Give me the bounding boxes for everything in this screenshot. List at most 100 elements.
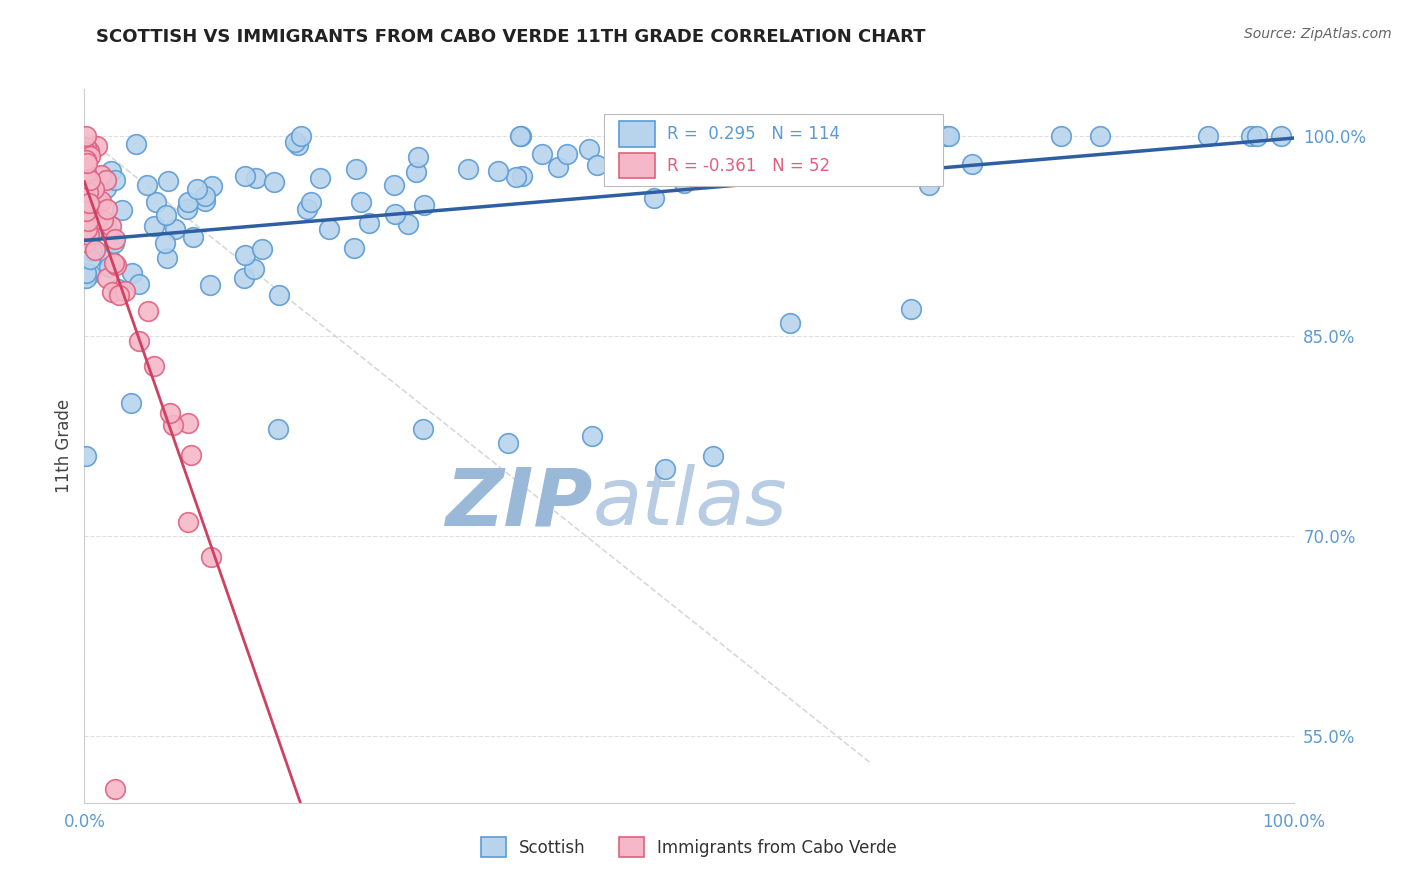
Point xyxy=(938,128,960,143)
Point xyxy=(94,216,117,230)
Point xyxy=(290,128,312,143)
Point xyxy=(120,395,142,409)
Point xyxy=(384,207,406,221)
Point xyxy=(75,449,97,463)
Point xyxy=(86,211,108,226)
Point xyxy=(77,144,100,158)
Point xyxy=(359,216,381,230)
Point xyxy=(181,230,204,244)
Point xyxy=(245,170,267,185)
Point xyxy=(101,285,124,299)
Text: R =  0.295   N = 114: R = 0.295 N = 114 xyxy=(668,125,841,143)
Point xyxy=(194,189,217,203)
Point xyxy=(79,268,101,282)
Point xyxy=(94,180,117,194)
Point xyxy=(295,202,318,216)
Point xyxy=(159,406,181,420)
Point xyxy=(263,175,285,189)
Point xyxy=(136,178,159,193)
Point xyxy=(318,222,340,236)
Point xyxy=(79,252,101,266)
Point xyxy=(201,179,224,194)
Point xyxy=(75,153,97,168)
Point xyxy=(75,207,97,221)
Point xyxy=(136,303,159,318)
Point xyxy=(75,235,97,249)
Point xyxy=(128,334,150,349)
Point xyxy=(153,235,176,250)
Point xyxy=(194,194,217,209)
Point xyxy=(1240,128,1263,143)
Point xyxy=(86,139,108,153)
Point xyxy=(761,143,783,157)
Point xyxy=(198,278,221,293)
Point xyxy=(180,448,202,462)
Point xyxy=(75,182,97,196)
Point xyxy=(883,128,905,143)
Point xyxy=(1270,128,1292,143)
Point xyxy=(233,169,256,183)
Point xyxy=(75,181,97,195)
Point xyxy=(142,219,165,234)
Point xyxy=(557,147,579,161)
Point xyxy=(96,202,118,217)
Point xyxy=(77,196,100,211)
Point xyxy=(104,232,127,246)
Point xyxy=(643,191,665,205)
Point xyxy=(233,271,256,285)
Point xyxy=(75,128,97,143)
Point xyxy=(510,169,533,183)
Bar xyxy=(619,153,655,178)
Point xyxy=(412,422,434,436)
Point xyxy=(675,136,697,151)
Point xyxy=(1090,128,1112,143)
Point xyxy=(1050,128,1073,143)
Point xyxy=(75,204,97,219)
Point xyxy=(177,195,200,210)
Point xyxy=(103,236,125,251)
Point xyxy=(128,277,150,292)
Point xyxy=(243,262,266,277)
Point xyxy=(176,202,198,216)
FancyBboxPatch shape xyxy=(605,114,943,186)
Point xyxy=(83,182,105,196)
Point xyxy=(98,252,121,266)
Point xyxy=(75,151,97,165)
Point xyxy=(75,190,97,204)
Point xyxy=(405,165,427,179)
Point xyxy=(94,172,117,186)
Point xyxy=(75,215,97,229)
Point xyxy=(396,217,419,231)
Point xyxy=(75,191,97,205)
Point xyxy=(75,198,97,212)
Point xyxy=(830,128,852,143)
Point xyxy=(509,128,531,143)
Point xyxy=(496,435,519,450)
Point xyxy=(581,429,603,443)
Legend: Scottish, Immigrants from Cabo Verde: Scottish, Immigrants from Cabo Verde xyxy=(472,829,905,866)
Point xyxy=(155,208,177,222)
Point xyxy=(75,153,97,168)
Point xyxy=(90,194,112,208)
Point xyxy=(457,161,479,176)
Point xyxy=(267,288,290,302)
Point xyxy=(935,128,957,143)
Point xyxy=(145,194,167,209)
Point xyxy=(413,198,436,212)
Point xyxy=(84,243,107,257)
Point xyxy=(75,166,97,180)
Point xyxy=(75,153,97,167)
Text: ZIP: ZIP xyxy=(444,464,592,542)
Point xyxy=(679,128,702,143)
Point xyxy=(75,145,97,160)
Point xyxy=(488,164,510,178)
Point xyxy=(406,150,429,164)
Point xyxy=(75,235,97,249)
Point xyxy=(107,288,129,302)
Point xyxy=(76,155,98,169)
Point xyxy=(284,136,307,150)
Point xyxy=(644,128,666,143)
Point xyxy=(163,221,186,235)
Y-axis label: 11th Grade: 11th Grade xyxy=(55,399,73,493)
Point xyxy=(86,195,108,210)
